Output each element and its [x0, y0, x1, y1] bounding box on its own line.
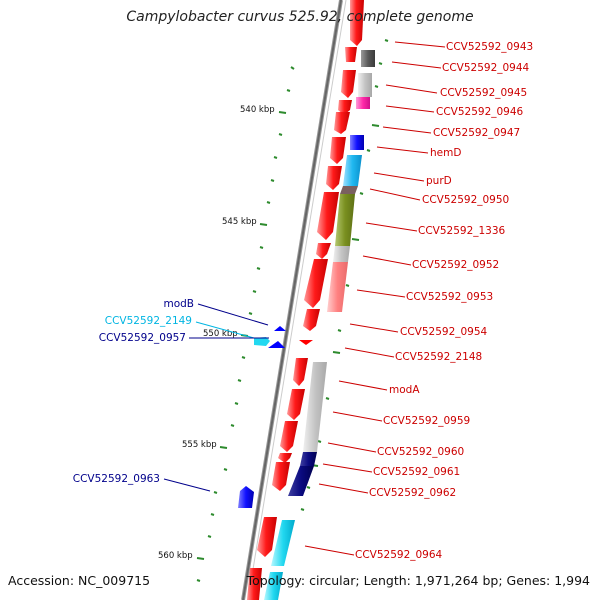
- block-0964: [271, 520, 295, 566]
- gene-arrow-1336: [316, 243, 331, 259]
- gene-arrow-0961: [278, 453, 292, 463]
- gene-arrow-0954: [299, 340, 313, 345]
- gene-arrow-0962: [272, 462, 290, 491]
- gene-arrow-hemD: [330, 137, 346, 164]
- gene-arrow-0944: [345, 47, 357, 62]
- topology-text: Topology: circular; Length: 1,971,264 bp…: [246, 573, 590, 588]
- gene-label[interactable]: CCV52592_0957: [99, 332, 186, 344]
- label-leaders: [163, 41, 446, 556]
- genome-backbone: [241, 0, 347, 600]
- gene-label[interactable]: modA: [389, 384, 420, 396]
- inner-ticks: [300, 39, 389, 511]
- gene-label[interactable]: CCV52592_2149: [105, 315, 192, 327]
- scale-label-545: 545 kbp: [222, 217, 257, 227]
- gene-label[interactable]: CCV52592_0947: [433, 127, 520, 139]
- gene-arrow-0960: [280, 421, 298, 452]
- gene-label[interactable]: modB: [163, 298, 194, 310]
- gene-label[interactable]: hemD: [430, 147, 461, 159]
- gene-arrow-0952: [304, 259, 328, 308]
- block-0962: [288, 466, 314, 496]
- scale-label-540: 540 kbp: [240, 105, 275, 115]
- gene-arrow-0963: [238, 486, 254, 508]
- gene-label[interactable]: CCV52592_0960: [377, 446, 464, 458]
- scale-label-550: 550 kbp: [203, 329, 238, 339]
- scale-label-555: 555 kbp: [182, 440, 217, 450]
- block-0950: [340, 186, 358, 194]
- block-hemD: [350, 135, 364, 150]
- gene-label[interactable]: CCV52592_0946: [436, 106, 524, 118]
- forward-strand-genes: [247, 0, 364, 600]
- gene-arrow-0950: [317, 192, 339, 240]
- gene-label[interactable]: CCV52592_0945: [440, 87, 527, 99]
- block-0953: [327, 262, 348, 312]
- block-1336: [335, 194, 355, 246]
- gene-label[interactable]: CCV52592_0963: [73, 473, 160, 485]
- gene-arrow-0953: [303, 309, 320, 331]
- gene-label[interactable]: CCV52592_0964: [355, 549, 443, 561]
- gene-arrow-tail: [247, 568, 262, 600]
- block-0952: [333, 246, 350, 262]
- gene-label[interactable]: CCV52592_0953: [406, 291, 493, 303]
- gene-arrow-0945: [341, 70, 356, 98]
- gene-label[interactable]: CCV52592_0954: [400, 326, 488, 338]
- gene-arrow-purD: [326, 166, 342, 190]
- block-0945: [358, 73, 372, 97]
- gene-label[interactable]: CCV52592_0959: [383, 415, 470, 427]
- gene-arrow-0964: [257, 517, 277, 557]
- gene-label[interactable]: CCV52592_0961: [373, 466, 460, 478]
- accession-text: Accession: NC_009715: [8, 573, 151, 588]
- gene-label[interactable]: CCV52592_0962: [369, 487, 456, 499]
- gene-arrow-0959: [287, 389, 305, 420]
- category-blocks: [264, 50, 375, 600]
- block-0944: [361, 50, 375, 67]
- gene-arrow-0947: [334, 112, 350, 134]
- gene-labels-left: modB CCV52592_2149 CCV52592_0957 CCV5259…: [73, 298, 194, 485]
- block-modA: [303, 362, 327, 452]
- gene-label[interactable]: purD: [426, 175, 452, 187]
- gene-arrow-2149: [254, 337, 270, 346]
- gene-label[interactable]: CCV52592_2148: [395, 351, 482, 363]
- gene-labels-right: CCV52592_0943 CCV52592_0944 CCV52592_094…: [355, 41, 533, 561]
- block-0946: [356, 97, 370, 109]
- gene-arrow-modB: [274, 326, 286, 331]
- gene-label[interactable]: CCV52592_0943: [446, 41, 533, 53]
- gene-label[interactable]: CCV52592_0950: [422, 194, 509, 206]
- scale-label-560: 560 kbp: [158, 551, 193, 561]
- gene-arrow-0943: [350, 0, 364, 46]
- gene-label[interactable]: CCV52592_1336: [418, 225, 506, 237]
- gene-arrow-modA: [293, 358, 308, 386]
- page-title: Campylobacter curvus 525.92, complete ge…: [126, 9, 474, 25]
- gene-arrow-0946: [338, 100, 352, 115]
- gene-label[interactable]: CCV52592_0944: [442, 62, 530, 74]
- block-0961: [300, 452, 317, 466]
- gene-label[interactable]: CCV52592_0952: [412, 259, 499, 271]
- gene-arrow-0957: [268, 341, 285, 348]
- block-tail: [264, 572, 283, 600]
- block-purD: [343, 155, 362, 186]
- reverse-strand-genes: [238, 326, 286, 508]
